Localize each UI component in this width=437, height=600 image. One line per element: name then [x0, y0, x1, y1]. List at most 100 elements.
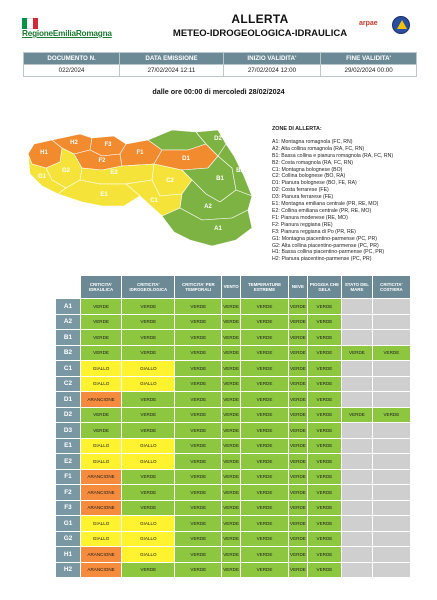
- level-cell: VERDE: [241, 299, 288, 314]
- level-cell: [372, 547, 410, 562]
- map-zone-e1: [57, 179, 141, 207]
- level-cell: VERDE: [175, 376, 222, 391]
- level-cell: VERDE: [342, 345, 372, 360]
- level-cell: VERDE: [289, 547, 307, 562]
- level-cell: VERDE: [222, 330, 241, 345]
- table-row: H1 ARANCIONE GIALLO VERDE VERDE VERDE VERDE VER…: [56, 547, 410, 562]
- level-cell: VERDE: [122, 314, 175, 329]
- level-cell: VERDE: [222, 299, 241, 314]
- level-cell: VERDE: [241, 376, 288, 391]
- level-cell: VERDE: [241, 454, 288, 469]
- zone-cell: B2: [56, 345, 80, 360]
- map-zone-b2: [217, 143, 253, 197]
- level-cell: VERDE: [307, 500, 342, 515]
- map-label-f3: F3: [104, 142, 112, 148]
- level-cell: ARANCIONE: [81, 547, 122, 562]
- zone-item: C1: Montagna bolognese (BO): [272, 166, 343, 173]
- level-cell: VERDE: [289, 469, 307, 484]
- level-cell: GIALLO: [81, 438, 122, 453]
- level-cell: [372, 361, 410, 376]
- level-cell: VERDE: [81, 299, 122, 314]
- level-cell: VERDE: [372, 407, 410, 422]
- level-cell: VERDE: [289, 516, 307, 531]
- level-cell: VERDE: [175, 562, 222, 577]
- zone-item: C2: Collina bolognese (BO, RA): [272, 173, 346, 180]
- level-cell: VERDE: [307, 454, 342, 469]
- level-cell: VERDE: [307, 485, 342, 500]
- zone-item: H2: Pianura piacentino-parmense (PC, PR): [272, 256, 372, 263]
- level-cell: VERDE: [175, 361, 222, 376]
- map-label-a1: A1: [214, 226, 222, 232]
- column-header: VENTO: [222, 276, 241, 298]
- map-label-c1: C1: [150, 198, 158, 204]
- table-row: F1 ARANCIONE VERDE VERDE VERDE VERDE VERDE VERD…: [56, 469, 410, 484]
- map-label-a2: A2: [204, 204, 212, 210]
- level-cell: ARANCIONE: [81, 500, 122, 515]
- level-cell: VERDE: [241, 423, 288, 438]
- level-cell: VERDE: [307, 407, 342, 422]
- zone-cell: A1: [56, 299, 80, 314]
- level-cell: VERDE: [175, 454, 222, 469]
- level-cell: [372, 500, 410, 515]
- level-cell: VERDE: [222, 438, 241, 453]
- level-cell: VERDE: [122, 500, 175, 515]
- level-cell: VERDE: [372, 345, 410, 360]
- map-label-h2: H2: [70, 140, 78, 146]
- level-cell: VERDE: [122, 469, 175, 484]
- level-cell: VERDE: [122, 407, 175, 422]
- level-cell: VERDE: [307, 376, 342, 391]
- column-header: NEVE: [289, 276, 307, 298]
- zone-item: E1: Montagna emiliana centrale (PR, RE, …: [272, 201, 379, 208]
- level-cell: [342, 423, 372, 438]
- level-cell: VERDE: [81, 423, 122, 438]
- level-cell: VERDE: [289, 330, 307, 345]
- level-cell: VERDE: [241, 562, 288, 577]
- zone-cell: A2: [56, 314, 80, 329]
- level-cell: VERDE: [222, 345, 241, 360]
- info-header: FINE VALIDITA': [320, 52, 417, 65]
- zone-cell: E2: [56, 454, 80, 469]
- level-cell: ARANCIONE: [81, 469, 122, 484]
- level-cell: [372, 376, 410, 391]
- zone-item: B2: Costa romagnola (RA, FC, RN): [272, 159, 354, 166]
- level-cell: [342, 314, 372, 329]
- level-cell: VERDE: [122, 392, 175, 407]
- zone-item: B1: Bassa collina e pianura romagnola (R…: [272, 152, 394, 159]
- level-cell: VERDE: [222, 392, 241, 407]
- level-cell: VERDE: [307, 330, 342, 345]
- level-cell: VERDE: [175, 423, 222, 438]
- level-cell: [342, 562, 372, 577]
- level-cell: [342, 330, 372, 345]
- level-cell: [372, 330, 410, 345]
- level-cell: VERDE: [222, 407, 241, 422]
- level-cell: VERDE: [222, 361, 241, 376]
- column-header: PIOGGIA CHE GELA: [307, 276, 342, 298]
- level-cell: VERDE: [342, 407, 372, 422]
- level-cell: VERDE: [289, 392, 307, 407]
- level-cell: VERDE: [241, 516, 288, 531]
- level-cell: VERDE: [289, 407, 307, 422]
- level-cell: VERDE: [122, 299, 175, 314]
- table-row: B1 VERDE VERDE VERDE VERDE VERDE VERDE VERDE: [56, 330, 410, 345]
- level-cell: GIALLO: [122, 531, 175, 546]
- level-cell: VERDE: [241, 330, 288, 345]
- level-cell: GIALLO: [122, 361, 175, 376]
- level-cell: VERDE: [307, 361, 342, 376]
- table-row: G2 GIALLO GIALLO VERDE VERDE VERDE VERDE VERDE: [56, 531, 410, 546]
- level-cell: VERDE: [222, 454, 241, 469]
- table-row: D1 ARANCIONE VERDE VERDE VERDE VERDE VERDE VERD…: [56, 392, 410, 407]
- table-row: A2 VERDE VERDE VERDE VERDE VERDE VERDE VERDE: [56, 314, 410, 329]
- validity-period: dalle ore 00:00 di mercoledì 28/02/2024: [152, 87, 285, 96]
- map-label-c2: C2: [166, 178, 174, 184]
- level-cell: [342, 454, 372, 469]
- level-cell: VERDE: [241, 531, 288, 546]
- column-header: CRITICITA' COSTIERA: [372, 276, 410, 298]
- level-cell: VERDE: [175, 469, 222, 484]
- region-logo: RegioneEmiliaRomagna: [22, 14, 142, 40]
- level-cell: VERDE: [307, 562, 342, 577]
- zone-item: F3: Pianura reggiana di Po (PR, RE): [272, 228, 356, 235]
- map-label-g2: G2: [62, 168, 71, 174]
- level-cell: VERDE: [175, 392, 222, 407]
- zone-cell: G1: [56, 516, 80, 531]
- level-cell: GIALLO: [81, 516, 122, 531]
